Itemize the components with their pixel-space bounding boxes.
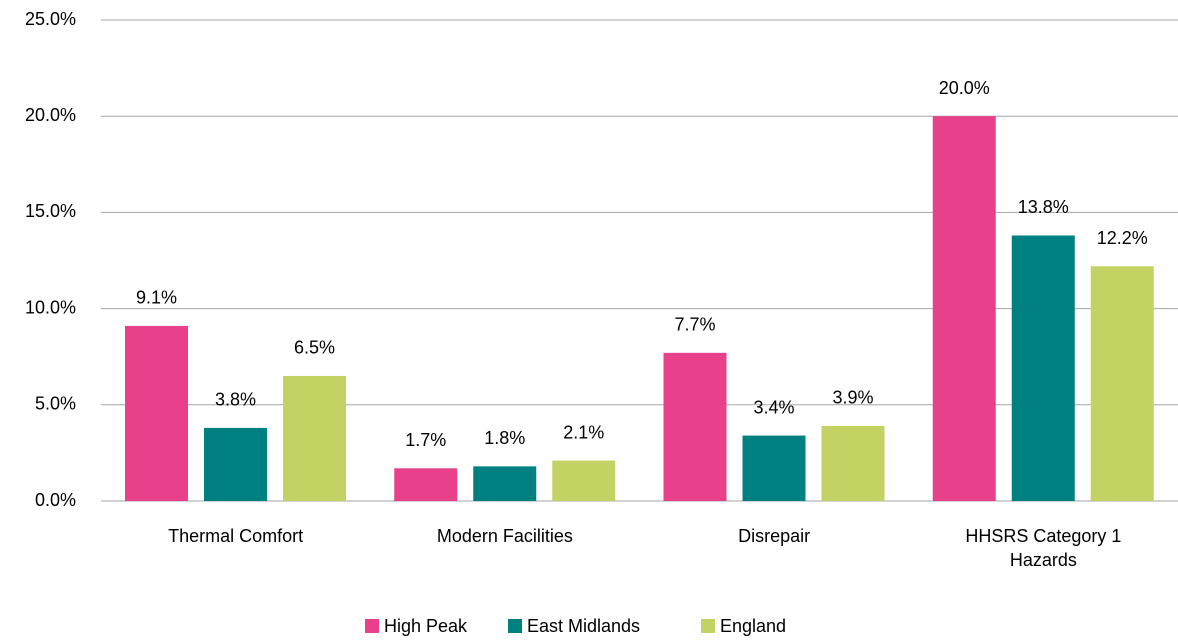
y-tick-label: 20.0%	[25, 105, 76, 125]
bar	[283, 375, 346, 501]
y-tick-label: 10.0%	[25, 297, 76, 317]
data-label: 3.9%	[832, 388, 873, 408]
x-tick-label: Modern Facilities	[436, 526, 573, 546]
legend-swatch	[508, 619, 522, 633]
data-label: 3.4%	[753, 397, 794, 417]
data-label: 3.8%	[215, 390, 256, 410]
legend-swatch	[701, 619, 715, 633]
bar	[552, 460, 616, 501]
x-tick-label: HHSRS Category 1 Hazards	[965, 526, 1122, 570]
data-label: 2.1%	[563, 422, 604, 442]
bar	[742, 435, 806, 501]
legend-label: England	[720, 616, 786, 636]
legend-label: High Peak	[384, 616, 468, 636]
data-label: 7.7%	[674, 315, 715, 335]
legend-label: East Midlands	[527, 616, 640, 636]
bar	[932, 116, 996, 501]
bar	[394, 468, 458, 501]
bar	[204, 427, 267, 501]
data-label: 13.8%	[1018, 197, 1069, 217]
data-label: 1.7%	[405, 430, 446, 450]
bar	[821, 425, 885, 501]
bar	[125, 325, 188, 501]
x-tick-label: Disrepair	[738, 526, 811, 546]
y-tick-label: 5.0%	[35, 394, 76, 414]
x-tick-label: Thermal Comfort	[168, 526, 304, 546]
y-tick-label: 0.0%	[35, 490, 76, 510]
data-label: 9.1%	[136, 288, 177, 308]
bar	[1090, 266, 1154, 501]
data-label: 6.5%	[294, 338, 335, 358]
data-label: 20.0%	[939, 78, 990, 98]
bar	[473, 466, 537, 501]
bar	[663, 352, 727, 501]
y-tick-label: 15.0%	[25, 201, 76, 221]
legend-swatch	[365, 619, 379, 633]
bar	[1011, 235, 1075, 501]
y-tick-label: 25.0%	[25, 9, 76, 29]
data-label: 1.8%	[484, 428, 525, 448]
data-label: 12.2%	[1097, 228, 1148, 248]
